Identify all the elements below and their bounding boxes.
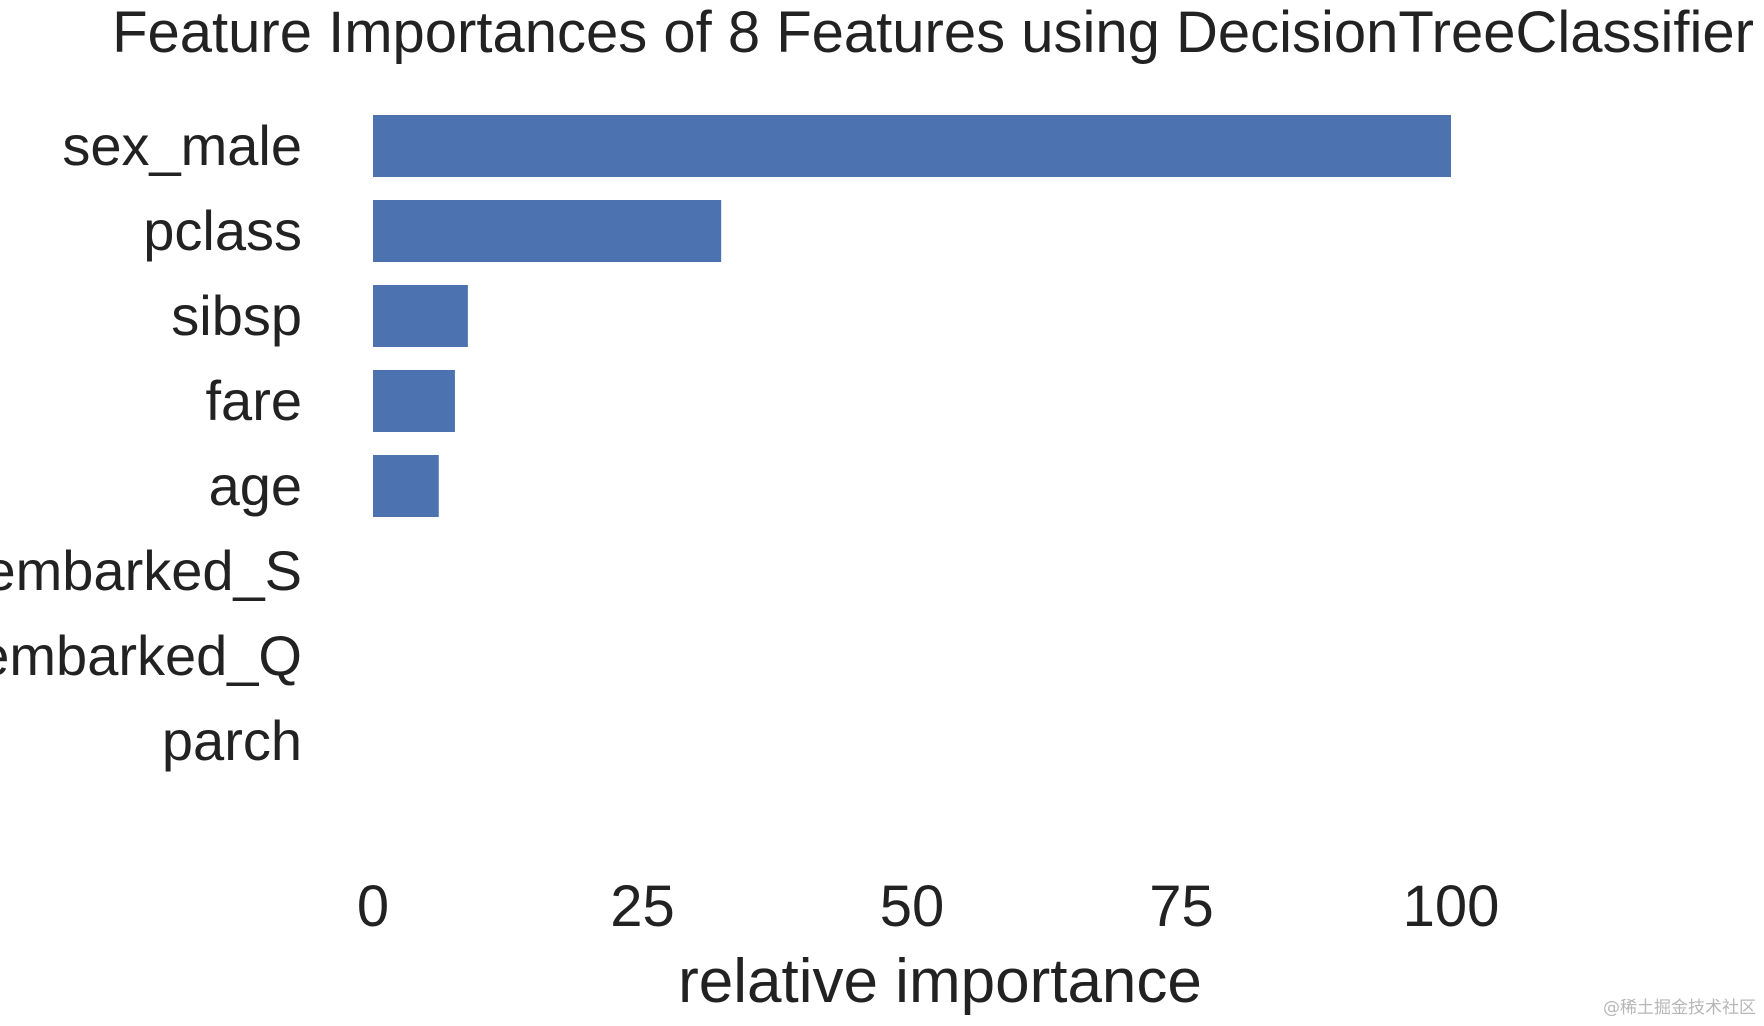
category-label-parch: parch [162,709,302,772]
x-tick-labels: 0 25 50 75 100 [357,874,1500,939]
category-label-age: age [209,454,302,517]
category-label-sex-male: sex_male [62,114,302,177]
category-label-fare: fare [206,369,303,432]
x-tick-label-100: 100 [1403,874,1500,939]
category-label-pclass: pclass [143,199,302,262]
bars-group [373,115,1451,517]
x-tick-label-50: 50 [880,874,945,939]
bar-fare [373,370,455,432]
chart-title: Feature Importances of 8 Features using … [112,0,1754,65]
category-label-embarked-Q: embarked_Q [0,624,302,687]
x-axis-title: relative importance [678,947,1202,1016]
x-tick-label-25: 25 [610,874,675,939]
bar-sibsp [373,285,468,347]
category-label-embarked-S: embarked_S [0,539,302,602]
x-tick-label-0: 0 [357,874,389,939]
x-tick-label-75: 75 [1149,874,1214,939]
bar-pclass [373,200,722,262]
category-label-sibsp: sibsp [171,284,302,347]
bar-sex-male [373,115,1451,177]
watermark: @稀土掘金技术社区 [1603,998,1756,1018]
bar-age [373,455,439,517]
